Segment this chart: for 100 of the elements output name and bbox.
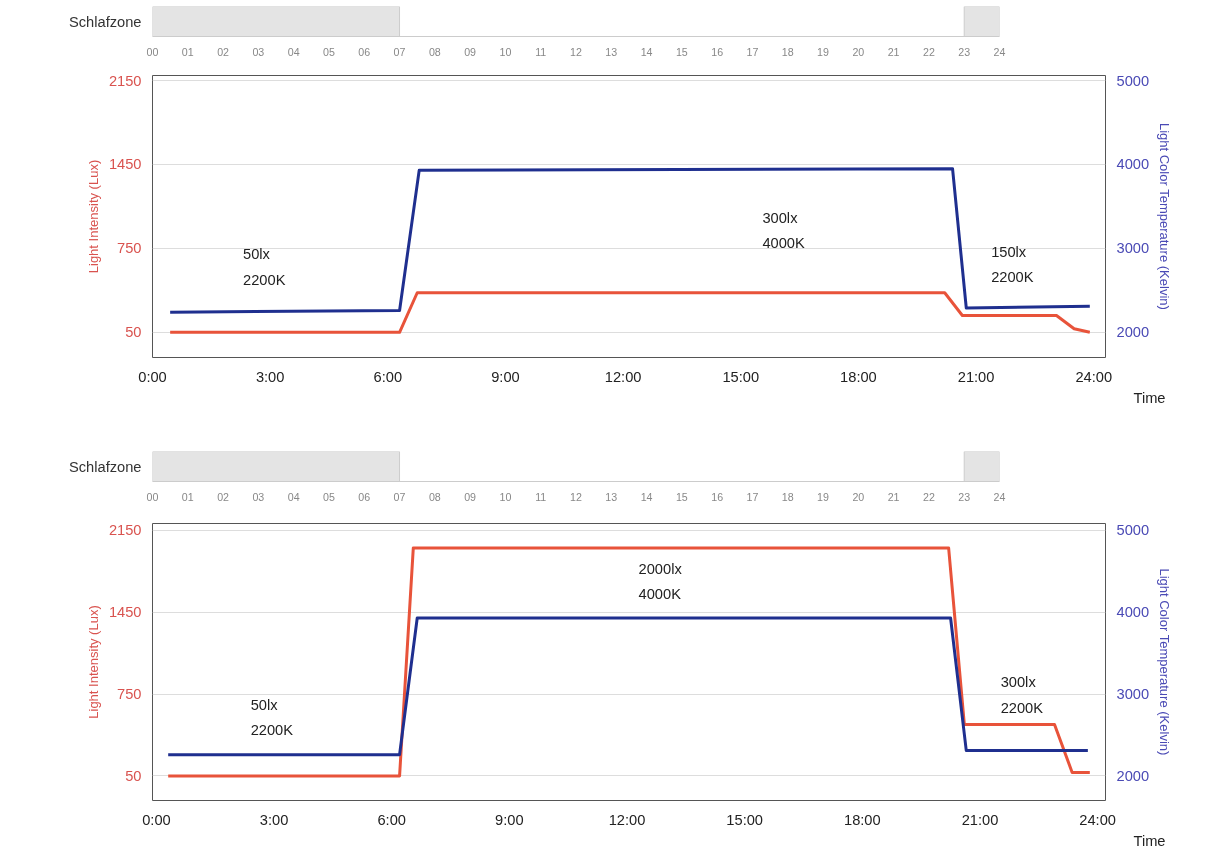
- x-axis-title: Time: [1133, 389, 1166, 406]
- x-tick-label: 24: [993, 45, 1006, 58]
- x-tick-label: 03: [252, 490, 265, 503]
- annotation: 50lx 2200K: [250, 696, 294, 739]
- x-tick-label: 17: [746, 45, 759, 58]
- x-tick-label: 05: [323, 490, 335, 503]
- x-tick-label: 18: [781, 490, 794, 503]
- x-tick-label: 14: [640, 490, 653, 503]
- y-tick-label: 50: [125, 324, 142, 341]
- x-axis-title: Time: [1133, 832, 1166, 848]
- x-tick-label: 14: [640, 45, 653, 58]
- annotation: 300lx 2200K: [1000, 674, 1044, 717]
- x-tick-label: 06: [358, 490, 371, 503]
- x-tick-label: 02: [217, 490, 230, 503]
- y2-tick-label: 2000: [1116, 324, 1150, 341]
- x-tick-label: 18: [781, 45, 794, 58]
- x-tick-label: 20: [852, 45, 865, 58]
- annotation: 2000lx 4000K: [638, 560, 683, 603]
- x-tick-label: 24:00: [1079, 811, 1117, 828]
- x-tick-label: 9:00: [491, 368, 520, 385]
- y2-axis-title: Light Color Temperature (Kelvin): [1157, 122, 1173, 310]
- x-tick-label: 3:00: [255, 368, 285, 385]
- x-tick-label: 22: [922, 45, 935, 58]
- y2-tick-label: 4000: [1116, 604, 1150, 621]
- y-tick-label: Schlafzone: [68, 458, 142, 475]
- x-tick-label: 06: [358, 45, 371, 58]
- x-tick-label: 6:00: [377, 811, 406, 828]
- x-tick-label: 08: [428, 45, 441, 58]
- line-series: [166, 546, 1092, 778]
- y-axis-title: Light Intensity (Lux): [85, 159, 101, 274]
- x-tick-label: 15:00: [722, 368, 760, 385]
- x-tick-label: 01: [181, 490, 194, 503]
- y-tick-label: 50: [125, 767, 142, 784]
- x-tick-label: 21:00: [961, 811, 999, 828]
- line-series: [168, 167, 1092, 314]
- y-tick-label: 2150: [108, 72, 142, 89]
- x-tick-label: 19: [817, 45, 830, 58]
- x-tick-label: 13: [605, 490, 618, 503]
- x-tick-label: 23: [958, 45, 971, 58]
- x-tick-label: 12: [570, 45, 582, 58]
- x-tick-label: 17: [746, 490, 759, 503]
- x-tick-label: 18:00: [840, 368, 877, 385]
- y-tick-label: 1450: [108, 604, 142, 621]
- y-tick-label: 2150: [108, 522, 142, 539]
- x-tick-label: 18:00: [844, 811, 881, 828]
- x-tick-label: 13: [605, 45, 618, 58]
- y2-tick-label: 5000: [1116, 522, 1150, 539]
- annotation: 150lx 2200K: [991, 243, 1034, 286]
- x-tick-label: 11: [535, 45, 547, 58]
- x-tick-label: 11: [535, 490, 547, 503]
- x-tick-label: 21:00: [957, 368, 995, 385]
- annotation: 300lx 4000K: [762, 209, 806, 252]
- y-axis-title: Light Intensity (Lux): [85, 605, 101, 719]
- x-tick-label: 07: [393, 45, 406, 58]
- x-tick-label: 05: [323, 45, 335, 58]
- x-tick-label: 09: [464, 45, 477, 58]
- x-tick-label: 9:00: [495, 811, 524, 828]
- x-tick-label: 04: [287, 45, 300, 58]
- x-tick-label: 6:00: [373, 368, 403, 385]
- annotation: 50lx 2200K: [243, 246, 286, 289]
- y2-axis-title: Light Color Temperature (Kelvin): [1157, 568, 1173, 756]
- x-tick-label: 0:00: [138, 368, 167, 385]
- x-tick-label: 3:00: [259, 811, 289, 828]
- x-tick-label: 10: [499, 45, 512, 58]
- x-tick-label: 0:00: [142, 811, 171, 828]
- y-tick-label: 750: [117, 686, 142, 703]
- x-tick-label: 15: [675, 45, 688, 58]
- y2-tick-label: 3000: [1116, 240, 1150, 257]
- y2-tick-label: 3000: [1116, 686, 1150, 703]
- x-tick-label: 24:00: [1075, 368, 1113, 385]
- x-tick-label: 00: [146, 45, 159, 58]
- x-tick-label: 19: [817, 490, 830, 503]
- x-tick-label: 21: [887, 45, 900, 58]
- x-tick-label: 23: [958, 490, 971, 503]
- x-tick-label: 08: [428, 490, 441, 503]
- y-tick-label: Schlafzone: [68, 13, 142, 30]
- x-tick-label: 04: [287, 490, 300, 503]
- x-tick-label: 12: [570, 490, 582, 503]
- x-tick-label: 15:00: [726, 811, 764, 828]
- x-tick-label: 12:00: [608, 811, 646, 828]
- x-tick-label: 01: [181, 45, 194, 58]
- x-tick-label: 20: [852, 490, 865, 503]
- x-tick-label: 02: [217, 45, 230, 58]
- x-tick-label: 12:00: [604, 368, 642, 385]
- x-tick-label: 00: [146, 490, 159, 503]
- x-tick-label: 07: [393, 490, 406, 503]
- x-tick-label: 15: [675, 490, 688, 503]
- y2-tick-label: 5000: [1116, 72, 1150, 89]
- y2-tick-label: 4000: [1116, 156, 1150, 173]
- x-tick-label: 22: [922, 490, 935, 503]
- x-tick-label: 03: [252, 45, 265, 58]
- line-series: [168, 291, 1092, 334]
- x-tick-label: 21: [887, 490, 900, 503]
- x-tick-label: 24: [993, 490, 1006, 503]
- x-tick-label: 09: [464, 490, 477, 503]
- y2-tick-label: 2000: [1116, 767, 1150, 784]
- y-tick-label: 750: [117, 240, 142, 257]
- x-tick-label: 16: [711, 45, 724, 58]
- y-tick-label: 1450: [108, 156, 142, 173]
- x-tick-label: 16: [711, 490, 724, 503]
